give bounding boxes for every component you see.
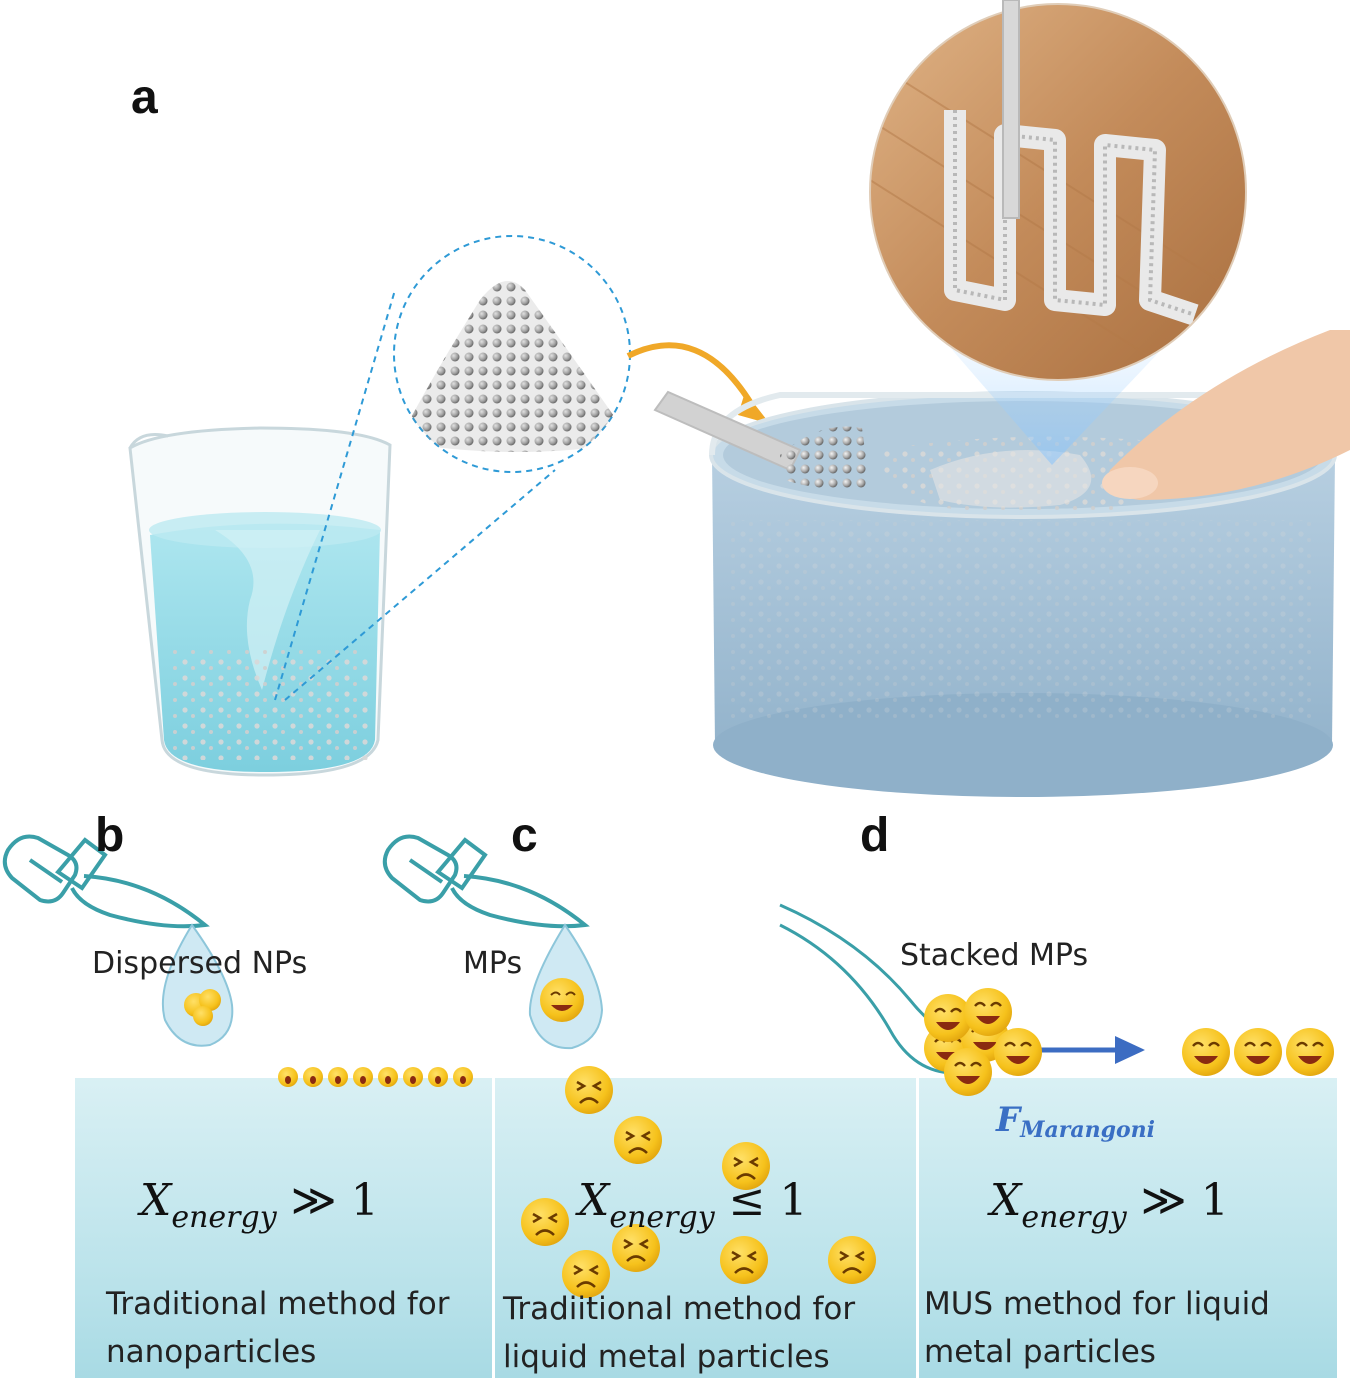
nozzle-icon (1002, 0, 1020, 219)
happy-face-icon (922, 986, 1336, 1098)
panel-label-a: a (131, 71, 158, 124)
zoom-print-circle (869, 3, 1247, 381)
beaker-icon (128, 426, 392, 777)
equation-d: Xenergy ≫ 1 (990, 1175, 1229, 1235)
droplet-icon (161, 923, 234, 1047)
dropper-icon (2, 834, 210, 929)
water-panel-d (919, 1078, 1337, 1378)
stacked-mps-label: Stacked MPs (900, 938, 1089, 973)
description-d: MUS method for liquid metal particles (924, 1286, 1270, 1370)
description-c: Tradiitional method for liquid metal par… (503, 1291, 856, 1375)
mps-label: MPs (463, 946, 523, 981)
equation-b: Xenergy ≫ 1 (140, 1175, 379, 1235)
marangoni-force-label: FMarangoni (996, 1100, 1155, 1143)
finger-icon (1102, 330, 1350, 500)
description-b: Traditional method for nanoparticles (106, 1286, 450, 1370)
arrow-icon (1030, 1036, 1145, 1064)
happy-face-icon (278, 1067, 473, 1087)
zoom-callout-pile (274, 235, 631, 701)
water-panel-b (75, 1078, 492, 1378)
powder-pile-icon (398, 281, 630, 452)
happy-face-icon (540, 978, 584, 1022)
spatula-icon (653, 390, 870, 489)
panel-label-c: c (511, 809, 538, 862)
dropper-icon (382, 834, 590, 929)
equation-c: Xenergy ≤ 1 (578, 1175, 808, 1235)
curved-arrow-icon (626, 342, 770, 424)
panel-label-d: d (860, 809, 890, 862)
panel-label-b: b (95, 809, 125, 862)
dispersed-nps-label: Dispersed NPs (92, 946, 308, 981)
